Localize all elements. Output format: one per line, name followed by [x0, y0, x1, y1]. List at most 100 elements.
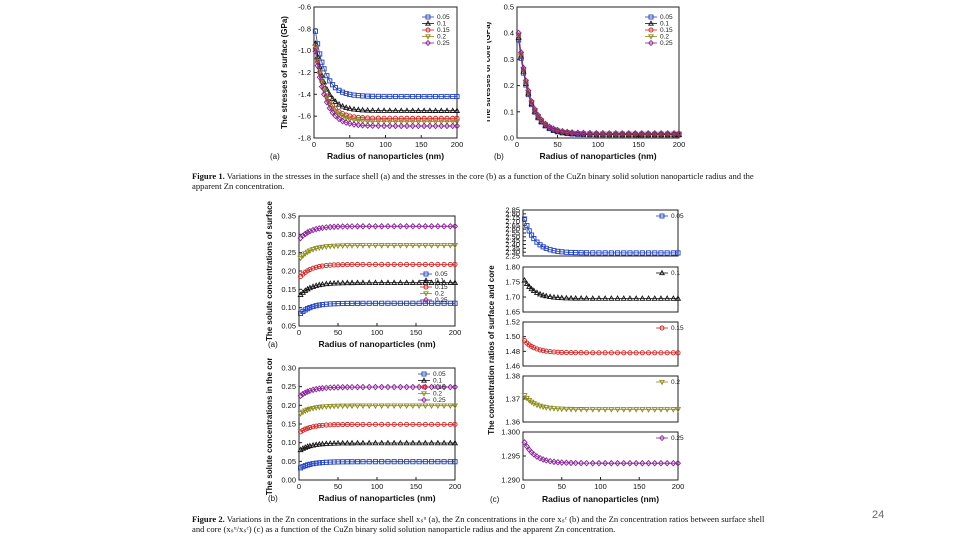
data-point [404, 93, 410, 100]
legend-label: 0.1 [435, 278, 444, 285]
data-point [523, 280, 530, 287]
figure2-caption: Figure 2. Variations in the Zn concentra… [192, 514, 777, 534]
y-tick-label: 0.25 [281, 382, 296, 391]
data-point [372, 403, 379, 410]
data-point [612, 129, 619, 137]
data-point [633, 350, 639, 356]
data-point [403, 439, 410, 446]
data-point [398, 122, 405, 130]
data-point [339, 243, 346, 249]
data-point [313, 303, 319, 309]
data-point [595, 295, 603, 301]
data-point [314, 62, 321, 69]
data-point [350, 105, 358, 112]
data-point [359, 439, 367, 446]
data-point [354, 403, 361, 410]
data-point [639, 295, 646, 301]
x-axis-label: Radius of nanoparticles (nm) [318, 493, 435, 503]
data-point [620, 407, 627, 413]
y-tick-label: 2.25 [505, 252, 520, 261]
data-point [310, 303, 316, 310]
data-point [384, 439, 391, 446]
series-line-0.05 [315, 31, 457, 97]
data-point [427, 93, 433, 100]
x-tick-label: 100 [371, 328, 384, 337]
data-point [359, 279, 367, 286]
data-point [559, 127, 566, 135]
data-point [398, 115, 404, 121]
data-point [535, 111, 542, 119]
y-axis-label: The solute concentrations of surface [265, 200, 274, 341]
y-tick-label: 1.48 [505, 347, 520, 356]
y-tick-label: 1.70 [505, 293, 520, 302]
y-tick-label: -1.0 [298, 46, 311, 55]
y-tick-label: -0.8 [298, 24, 311, 33]
legend-marker [659, 269, 665, 276]
data-point [349, 459, 355, 465]
legend-marker [425, 34, 431, 40]
data-point [313, 423, 319, 429]
y-tick-label: 2.50 [505, 232, 520, 241]
data-point [602, 407, 609, 413]
data-point [327, 243, 334, 250]
data-point [324, 73, 330, 79]
y-tick-label: 1.65 [505, 308, 520, 317]
y-tick-label: 1.37 [505, 395, 520, 404]
data-point [547, 405, 554, 412]
data-point [339, 439, 346, 446]
y-tick-label: 0.15 [281, 420, 296, 429]
x-tick-label: 150 [410, 482, 423, 491]
data-point [651, 459, 658, 467]
legend-marker [648, 27, 654, 33]
data-point [404, 421, 410, 427]
data-point [378, 383, 385, 391]
y-tick-label: 1.52 [505, 318, 520, 327]
data-point [344, 243, 351, 249]
data-point [426, 122, 433, 130]
data-point [546, 123, 553, 130]
data-point [331, 403, 338, 410]
data-point [344, 421, 350, 428]
y-tick-label: -1.8 [298, 134, 311, 143]
data-point [608, 407, 615, 413]
data-point [335, 100, 343, 107]
data-point [583, 295, 590, 301]
data-point [309, 405, 317, 412]
data-point [558, 406, 565, 413]
data-point [658, 129, 665, 137]
data-point [595, 407, 603, 413]
data-point [421, 122, 428, 130]
subplot-frame-0.1 [522, 266, 679, 313]
y-tick-label: 0.15 [281, 285, 296, 294]
data-point [310, 386, 317, 394]
data-point [674, 459, 682, 467]
data-point [563, 406, 570, 413]
data-point [602, 295, 609, 301]
y-tick-label: 0.1 [504, 107, 514, 116]
data-point [454, 93, 460, 100]
legend-marker [423, 291, 429, 297]
data-point [558, 294, 565, 301]
data-point [310, 226, 317, 234]
data-point [426, 107, 433, 113]
data-point [397, 421, 403, 427]
data-point [554, 294, 561, 300]
figure1-caption: Figure 1. Variations in the stresses in … [192, 171, 777, 191]
data-point [323, 244, 330, 250]
data-point [427, 115, 433, 121]
y-tick-label: 1.295 [501, 452, 520, 461]
data-point [435, 421, 441, 427]
data-point [438, 93, 444, 100]
data-point [334, 279, 342, 286]
data-point [391, 279, 398, 285]
y-tick-label: 0.00 [281, 476, 296, 485]
data-point [563, 349, 569, 356]
legend-marker [425, 14, 431, 20]
data-point [334, 243, 342, 250]
data-point [416, 261, 422, 267]
data-point [316, 440, 323, 447]
subplot-frame-0.25 [522, 431, 679, 481]
data-point [380, 107, 388, 113]
data-point [590, 250, 596, 256]
data-point [416, 383, 423, 391]
